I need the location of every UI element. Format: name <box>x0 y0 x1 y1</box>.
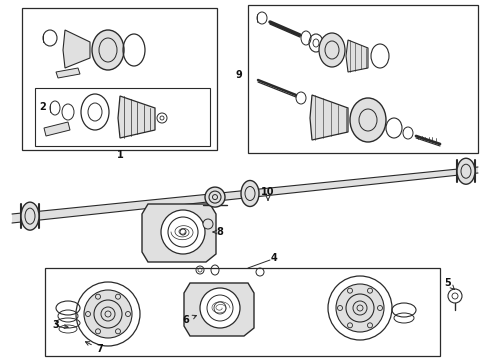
Polygon shape <box>12 167 478 223</box>
Polygon shape <box>142 204 216 262</box>
Text: 3: 3 <box>52 320 68 330</box>
Polygon shape <box>63 30 90 68</box>
Text: 9: 9 <box>236 70 243 80</box>
Text: 10: 10 <box>261 187 275 200</box>
Text: 5: 5 <box>444 278 454 289</box>
Ellipse shape <box>92 30 124 70</box>
Circle shape <box>161 210 205 254</box>
Polygon shape <box>56 68 80 78</box>
Circle shape <box>200 288 240 328</box>
Polygon shape <box>346 40 368 72</box>
Text: 4: 4 <box>270 253 277 263</box>
Text: 8: 8 <box>213 227 223 237</box>
Text: 2: 2 <box>40 102 47 112</box>
Circle shape <box>205 187 225 207</box>
Ellipse shape <box>319 33 345 67</box>
Circle shape <box>84 290 132 338</box>
Bar <box>45 268 440 356</box>
Text: 6: 6 <box>183 315 196 325</box>
Bar <box>35 88 210 146</box>
Bar <box>248 5 478 153</box>
Polygon shape <box>310 95 348 140</box>
Polygon shape <box>184 283 254 336</box>
Text: 1: 1 <box>117 150 123 160</box>
Circle shape <box>203 219 213 229</box>
Polygon shape <box>118 96 155 138</box>
Polygon shape <box>44 122 70 136</box>
Ellipse shape <box>457 158 475 184</box>
Text: 7: 7 <box>85 342 103 354</box>
Bar <box>22 8 217 150</box>
Ellipse shape <box>241 180 259 207</box>
Ellipse shape <box>350 98 386 142</box>
Ellipse shape <box>21 202 39 230</box>
Circle shape <box>336 284 384 332</box>
